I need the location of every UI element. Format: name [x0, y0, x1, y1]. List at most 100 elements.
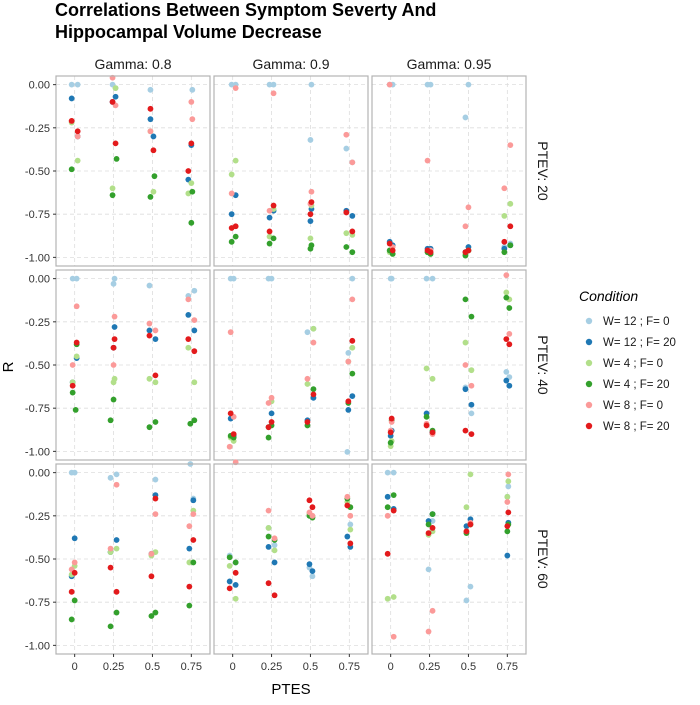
data-point-w12f0 [230, 275, 237, 282]
data-point-w4f20 [462, 296, 469, 303]
y-axis-label: R [0, 361, 17, 372]
data-point-w4f0 [150, 188, 157, 195]
panel-r2-c1: 0 0.25 0.5 0.75 [213, 443, 369, 673]
data-point-w8f0 [110, 362, 117, 368]
legend-label-w4f20: W= 4 ; F= 20 [603, 379, 669, 391]
data-point-w4f20 [226, 554, 233, 561]
data-point-w12f0 [113, 471, 120, 478]
panel-r0-c0: 0.00 -0.25 -0.50 -0.75 -1.00 [25, 74, 211, 267]
data-point-w8f20 [68, 588, 75, 595]
data-point-w12f20 [112, 93, 119, 100]
data-point-w8f0 [271, 535, 278, 542]
data-point-w8f0 [384, 512, 391, 519]
data-point-w4f20 [113, 156, 120, 162]
data-point-w4f20 [68, 166, 75, 173]
data-point-w12f0 [503, 369, 510, 375]
data-point-w8f0 [69, 362, 76, 368]
data-point-w4f0 [113, 545, 120, 552]
legend-title: Condition [579, 288, 638, 304]
data-point-w4f20 [147, 194, 154, 200]
data-point-w8f20 [429, 429, 436, 436]
data-point-w8f0 [309, 512, 316, 519]
data-point-w4f0 [347, 526, 354, 533]
data-point-w8f20 [109, 99, 116, 105]
legend-label-w12f20: W= 12 ; F= 20 [603, 337, 676, 349]
data-point-w4f20 [265, 434, 272, 441]
data-point-w12f20 [506, 382, 513, 389]
y-tick-label: -0.25 [25, 511, 50, 523]
data-point-w12f0 [462, 114, 469, 121]
data-point-w8f20 [226, 585, 233, 592]
data-point-w8f0 [468, 382, 475, 389]
data-point-w8f20 [462, 249, 469, 256]
data-point-w8f20 [230, 431, 237, 437]
panel-r2-c0: 0.00 -0.25 -0.50 -0.75 -1.00 0 0.25 0.5 0.75 [25, 461, 211, 673]
y-tick-label: 0.00 [29, 274, 50, 286]
data-point-w4f20 [109, 192, 116, 199]
data-point-w12f0 [343, 145, 350, 152]
data-point-w8f20 [347, 540, 354, 547]
data-point-w4f20 [425, 521, 432, 528]
data-point-w4f0 [74, 157, 81, 164]
data-point-w4f0 [226, 563, 233, 569]
data-point-w4f0 [232, 157, 239, 164]
data-point-w4f0 [503, 289, 510, 296]
data-point-w8f20 [504, 523, 511, 530]
x-tick-label: 0 [72, 661, 78, 673]
data-point-w8f20 [73, 339, 80, 346]
data-point-w8f20 [304, 419, 311, 425]
legend-key-w8f20 [585, 422, 593, 430]
facet-row-label: PTEV: 60 [535, 529, 551, 589]
data-point-w8f20 [148, 573, 155, 580]
data-point-w8f20 [384, 550, 391, 557]
data-point-w12f20 [190, 497, 197, 504]
data-point-w8f20 [111, 336, 118, 342]
data-point-w8f20 [349, 228, 356, 235]
data-point-w12f0 [189, 86, 196, 93]
y-tick-label: -0.75 [25, 209, 50, 221]
data-point-w12f0 [265, 275, 272, 282]
x-tick-label: 0.25 [419, 661, 440, 673]
data-point-w4f0 [110, 379, 117, 386]
data-point-w4f20 [387, 439, 394, 446]
data-point-w4f20 [72, 407, 79, 413]
data-point-w12f20 [306, 561, 313, 568]
data-point-w4f0 [343, 230, 350, 237]
panel-r2-c2: 0 0.25 0.5 0.75 [371, 463, 527, 673]
data-point-w12f0 [68, 81, 75, 88]
data-point-w8f20 [152, 495, 159, 502]
data-point-w12f0 [146, 282, 153, 289]
data-point-w12f0 [271, 542, 278, 549]
facet-column-label: Gamma: 0.9 [252, 56, 329, 72]
data-point-w12f0 [228, 81, 235, 88]
data-point-w8f20 [110, 344, 117, 351]
data-point-w8f0 [152, 511, 159, 517]
data-point-w12f20 [345, 407, 352, 413]
legend-key-w12f0 [585, 317, 593, 325]
data-point-w8f0 [344, 493, 351, 500]
legend-key-w8f0 [585, 401, 593, 409]
data-point-w8f20 [113, 588, 120, 595]
data-point-w12f0 [270, 81, 277, 88]
chart-title-line-2: Hippocampal Volume Decrease [55, 22, 322, 42]
data-point-w8f20 [68, 118, 75, 124]
y-tick-label: 0.00 [29, 468, 50, 480]
data-point-w4f0 [265, 525, 272, 531]
data-point-w12f0 [73, 275, 80, 282]
data-point-w4f20 [189, 188, 196, 195]
data-point-w8f0 [506, 331, 513, 337]
data-point-w8f20 [423, 422, 430, 429]
data-point-w4f0 [188, 180, 195, 186]
data-point-w4f0 [228, 171, 235, 178]
y-tick-label: -0.50 [25, 360, 50, 372]
data-point-w12f0 [390, 469, 397, 476]
facet-panels: 0.00 -0.25 -0.50 -0.75 -1.00 0.00 -0.25 -0.50 -0… [25, 56, 551, 673]
data-point-w12f0 [423, 275, 430, 282]
data-point-w4f0 [384, 595, 391, 602]
data-point-w8f0 [270, 90, 277, 97]
data-point-w12f20 [307, 218, 314, 224]
data-point-w4f20 [503, 294, 510, 301]
data-point-w4f20 [107, 623, 114, 630]
